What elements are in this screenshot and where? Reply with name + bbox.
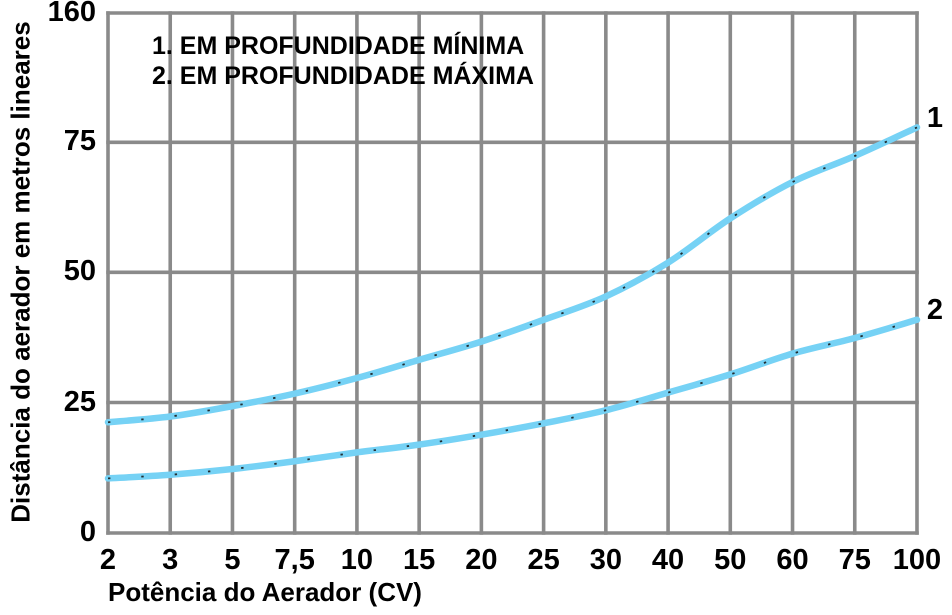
curve-2-line [104, 316, 921, 482]
x-tick-label-100: 100 [892, 544, 942, 576]
curve-2-label: 2 [926, 294, 944, 326]
x-axis-title: Potência do Aerador (CV) [108, 577, 422, 607]
x-tick-label-25: 25 [527, 544, 560, 576]
x-tick-label-75: 75 [838, 544, 871, 576]
x-tick-label-10: 10 [340, 544, 374, 576]
x-tick-label-2: 2 [99, 544, 117, 576]
legend-line-1: 1. EM PROFUNDIDADE MÍNIMA [152, 32, 525, 60]
x-tick-label-60: 60 [776, 544, 809, 576]
legend-line-2: 2. EM PROFUNDIDADE MÁXIMA [152, 62, 534, 90]
y-tick-label-50: 50 [63, 255, 96, 288]
x-tick-label-40: 40 [651, 544, 685, 576]
legend: 1. EM PROFUNDIDADE MÍNIMA 2. EM PROFUNDI… [152, 31, 534, 91]
y-tick-label-25: 25 [63, 385, 96, 418]
curve-2-dots [107, 318, 918, 480]
curve-1-label: 1 [926, 102, 944, 134]
y-tick-label-0: 0 [79, 516, 96, 548]
x-tick-label-30: 30 [589, 544, 622, 576]
x-tick-label-15: 15 [403, 544, 436, 576]
y-tick-label-75: 75 [63, 125, 96, 158]
y-tick-label-160: 160 [47, 0, 96, 28]
x-tick-label-50: 50 [714, 544, 747, 576]
x-tick-label-5: 5 [224, 544, 241, 576]
curve-1-line [104, 124, 921, 426]
x-tick-label-7_5: 7,5 [274, 544, 315, 576]
x-tick-label-3: 3 [162, 544, 179, 576]
curve-1-dots [107, 126, 918, 424]
x-tick-label-20: 20 [465, 544, 498, 576]
